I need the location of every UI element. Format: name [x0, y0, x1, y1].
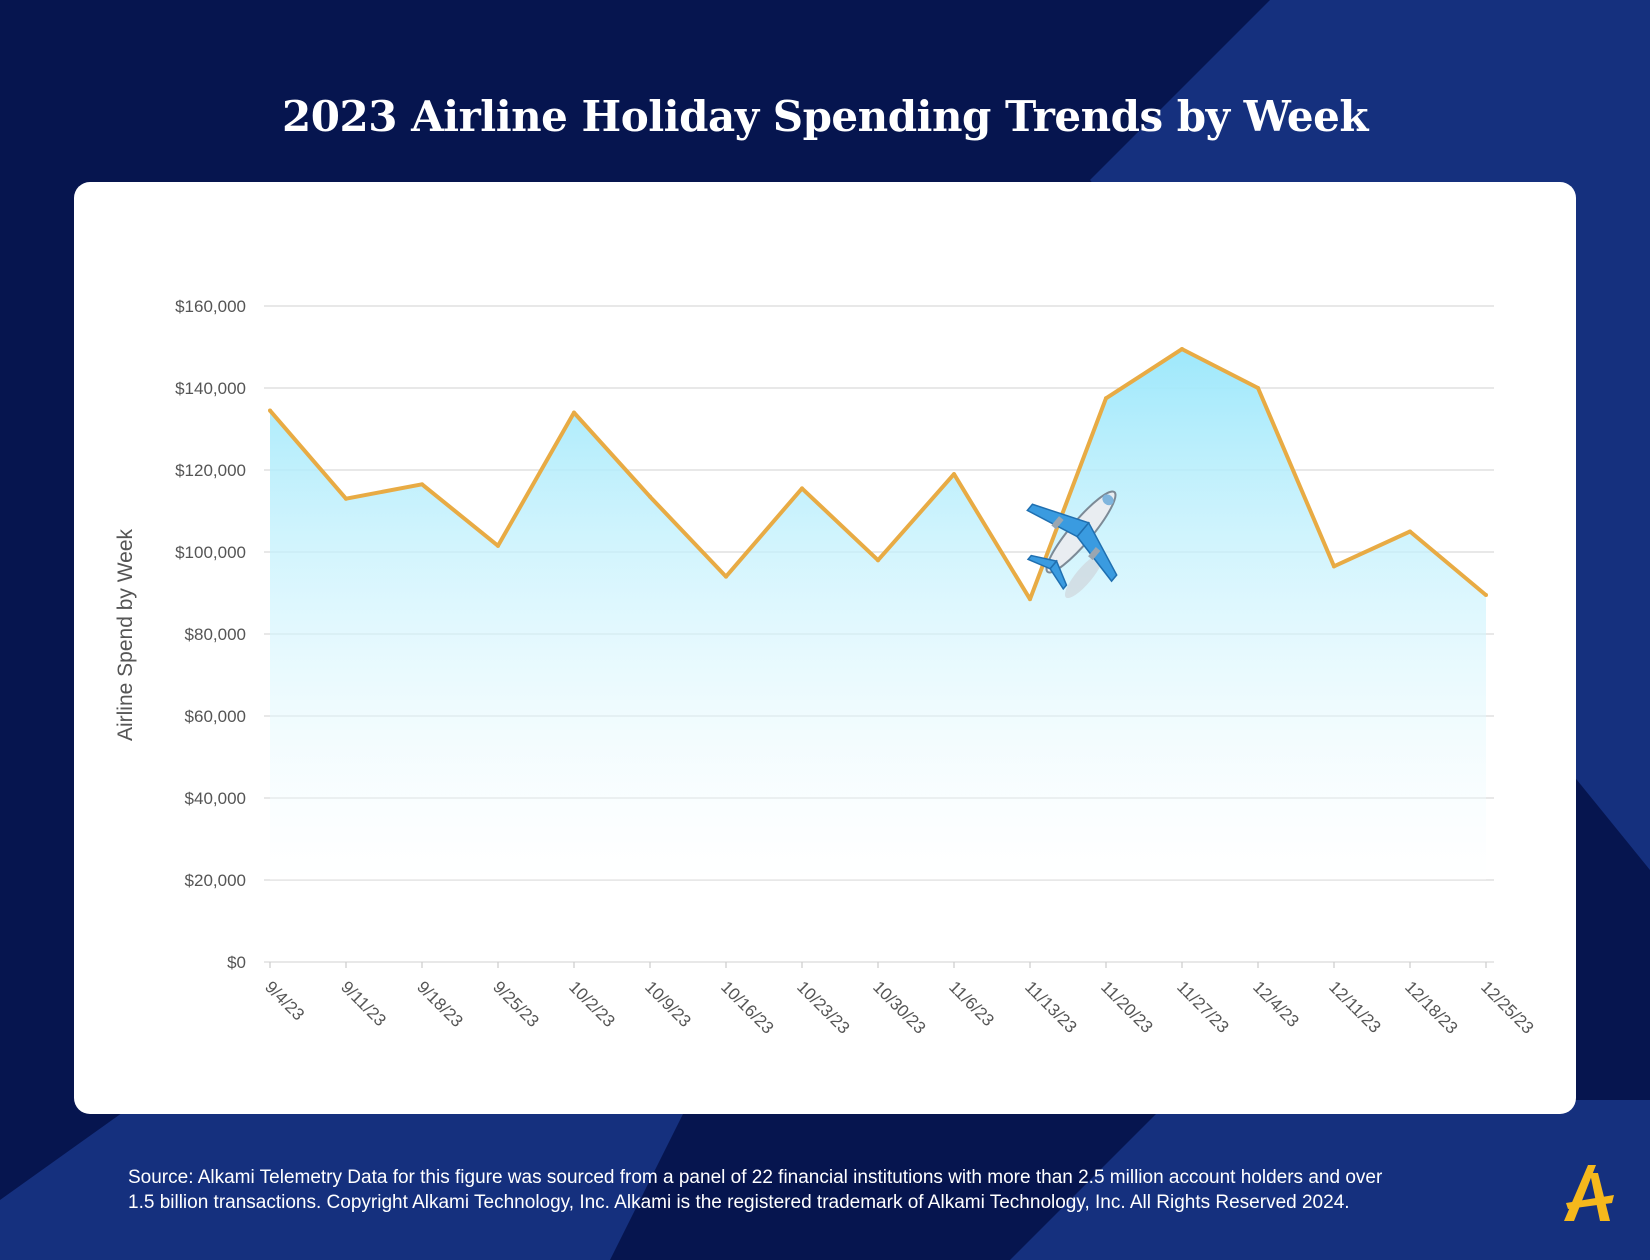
data-point [268, 408, 272, 413]
data-point [876, 558, 880, 563]
x-tick-label: 12/4/23 [1249, 977, 1303, 1031]
y-tick-label: $80,000 [185, 625, 246, 644]
x-tick-label: 11/6/23 [945, 977, 998, 1030]
y-tick-label: $40,000 [185, 789, 246, 808]
source-line-2: 1.5 billion transactions. Copyright Alka… [128, 1192, 1350, 1213]
data-point [420, 482, 424, 487]
x-tick-label: 10/30/23 [869, 977, 929, 1037]
source-line-1: Source: Alkami Telemetry Data for this f… [128, 1167, 1383, 1188]
data-point [952, 472, 956, 477]
data-point [800, 486, 804, 491]
y-tick-label: $120,000 [175, 461, 246, 480]
y-tick-label: $160,000 [175, 297, 246, 316]
airplane-icon [1026, 490, 1118, 599]
x-tick-label: 12/18/23 [1401, 977, 1461, 1037]
data-point [1484, 593, 1488, 598]
data-point [496, 543, 500, 548]
x-tick-label: 10/23/23 [793, 977, 853, 1037]
y-tick-label: $0 [227, 953, 246, 972]
x-tick-label: 10/9/23 [641, 977, 695, 1031]
data-point [1104, 396, 1108, 401]
y-tick-label: $140,000 [175, 379, 246, 398]
x-tick-label: 11/27/23 [1173, 977, 1232, 1036]
data-point [1028, 597, 1032, 602]
source-note: Source: Alkami Telemetry Data for this f… [128, 1165, 1508, 1215]
data-point [1332, 564, 1336, 569]
area-chart: $0 $20,000 $40,000 $60,000 $80,000 $100,000 $1… [114, 297, 1537, 1038]
x-tick-label: 10/2/23 [565, 977, 619, 1031]
data-point [724, 574, 728, 579]
x-tick-label: 9/4/23 [261, 977, 308, 1024]
x-tick-label: 10/16/23 [717, 977, 777, 1037]
data-point [1408, 529, 1412, 534]
y-tick-label: $60,000 [185, 707, 246, 726]
data-point [1180, 347, 1184, 352]
x-tick-label: 9/25/23 [489, 977, 543, 1031]
x-tick-label: 9/11/23 [337, 977, 390, 1030]
alkami-logo [1564, 1165, 1614, 1221]
x-tick-label: 12/11/23 [1325, 977, 1384, 1036]
y-tick-label: $20,000 [185, 871, 246, 890]
area-fill [270, 349, 1486, 881]
chart-card: $0 $20,000 $40,000 $60,000 $80,000 $100,000 $1… [74, 182, 1576, 1114]
data-point [1256, 386, 1260, 390]
x-tick-label: 11/20/23 [1097, 977, 1156, 1036]
data-point [648, 494, 652, 499]
chart-title: 2023 Airline Holiday Spending Trends by … [282, 92, 1368, 141]
x-tick-label: 11/13/23 [1021, 977, 1080, 1036]
data-point [344, 496, 348, 501]
data-point [572, 410, 576, 415]
y-tick-label: $100,000 [175, 543, 246, 562]
x-tick-label: 12/25/23 [1477, 977, 1537, 1037]
y-axis-label: Airline Spend by Week [114, 528, 137, 741]
x-tick-label: 9/18/23 [413, 977, 467, 1031]
